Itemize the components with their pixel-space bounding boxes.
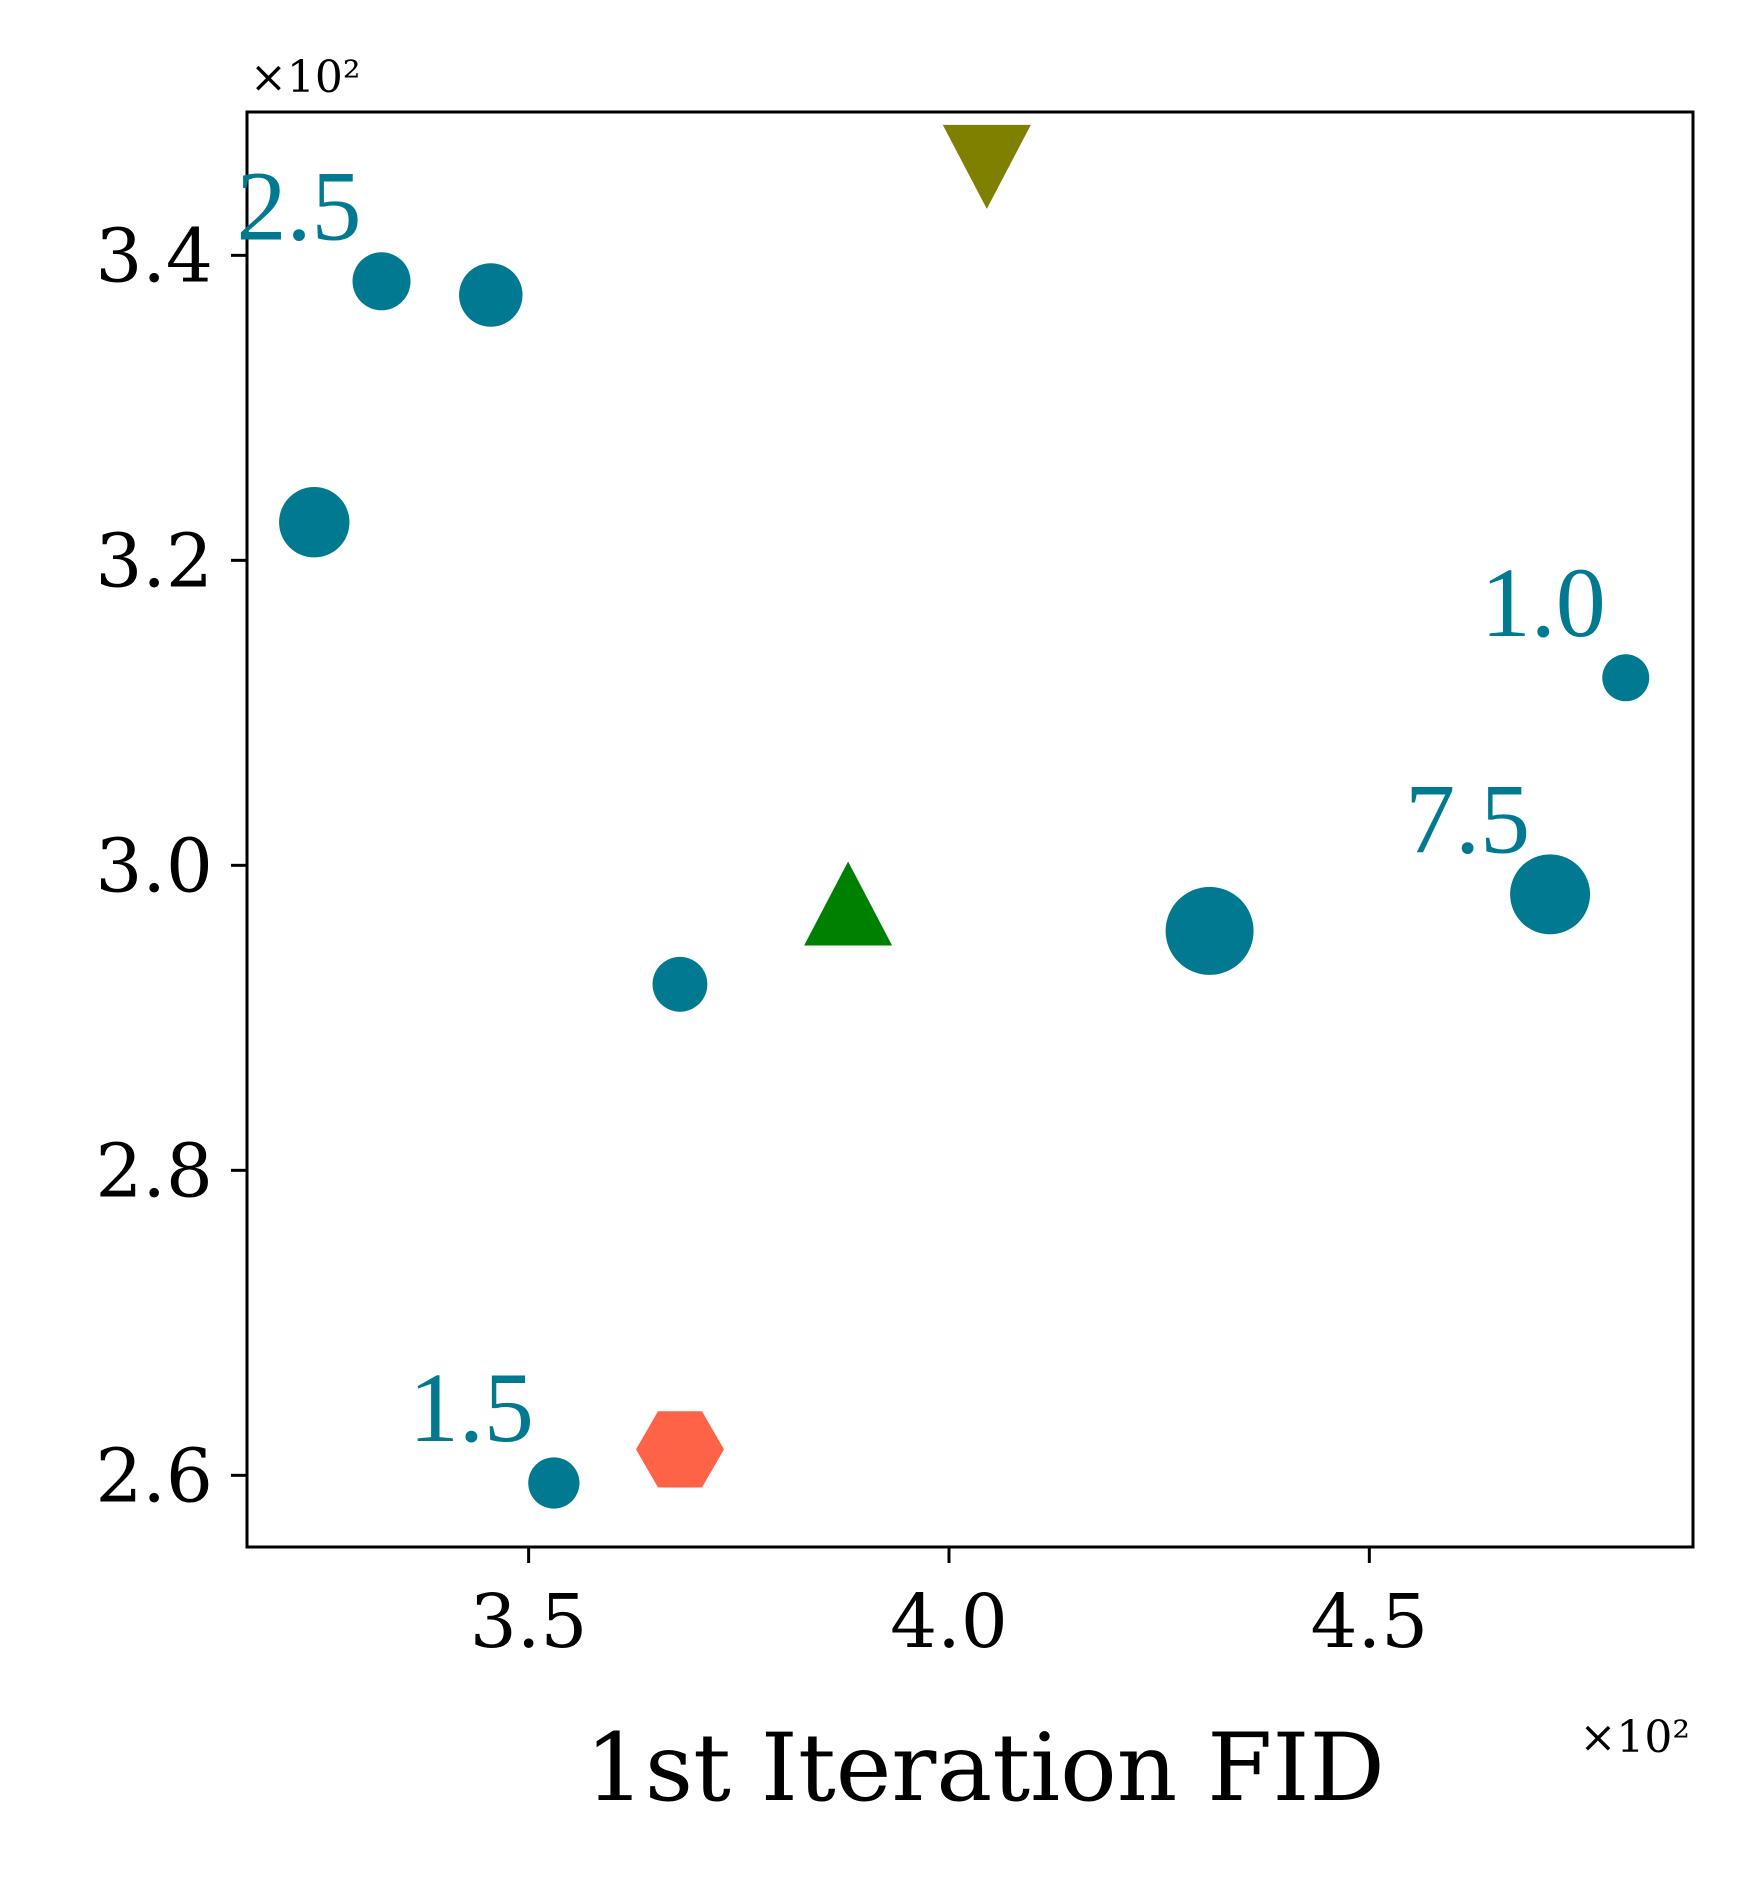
data-point-triangle-up xyxy=(804,861,893,946)
annotation-label: 7.5 xyxy=(1405,763,1530,874)
annotation-label: 2.5 xyxy=(237,150,362,261)
y-tick-label: 2.8 xyxy=(95,1128,213,1214)
x-tick-label: 4.5 xyxy=(1310,1579,1428,1665)
data-point-circle xyxy=(528,1457,580,1509)
x-tick-label: 3.5 xyxy=(470,1579,588,1665)
data-point-circle xyxy=(1602,654,1650,702)
y-tick-label: 3.2 xyxy=(95,518,213,604)
data-point-circle xyxy=(1165,886,1254,975)
x-tick-label: 4.0 xyxy=(890,1579,1008,1665)
data-point-circle xyxy=(279,487,350,558)
y-tick-label: 2.6 xyxy=(95,1433,213,1519)
data-point-hexagon xyxy=(636,1411,724,1488)
data-point-circle xyxy=(352,252,411,311)
annotation-label: 1.0 xyxy=(1481,547,1606,658)
annotation-label: 1.5 xyxy=(409,1352,534,1463)
data-point-triangle-down xyxy=(942,124,1031,209)
y-tick-label: 3.4 xyxy=(95,213,213,299)
y-multiplier-label: ×10² xyxy=(250,52,361,103)
plot-area xyxy=(245,110,1695,1549)
y-tick-label: 3.0 xyxy=(95,823,213,909)
x-multiplier-label: ×10² xyxy=(1580,1712,1691,1763)
x-axis-label: 1st Iteration FID xyxy=(585,1714,1385,1823)
data-point-circle xyxy=(652,956,708,1012)
data-point-circle xyxy=(1510,854,1591,935)
data-point-circle xyxy=(459,263,523,327)
